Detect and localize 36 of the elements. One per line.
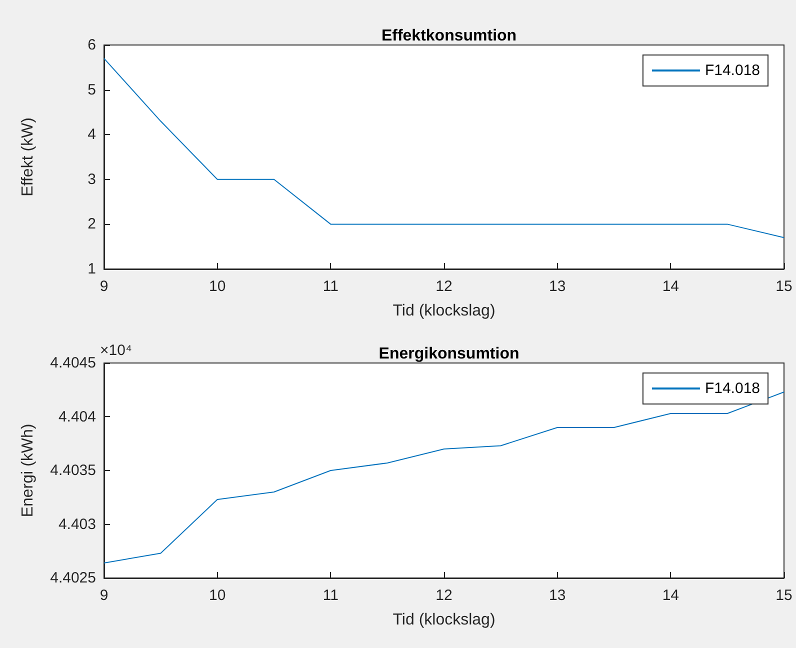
x-axis-title: Tid (klockslag) [392,302,496,320]
y-tick-label: 3 [88,170,96,188]
x-tick-label: 13 [548,278,566,295]
x-tick-label: 15 [776,587,792,604]
y-tick-label: 4.403 [58,516,96,533]
chart-title: Effektkonsumtion [381,28,517,44]
x-tick-label: 9 [100,278,108,295]
x-tick-label: 13 [548,587,566,604]
x-axis-title: Tid (klockslag) [392,612,496,628]
legend-label: F14.018 [704,62,760,79]
x-tick-label: 12 [436,278,452,295]
x-tick-label: 15 [776,278,792,295]
x-tick-label: 11 [322,278,338,295]
y-tick-label: 4.4045 [50,354,96,372]
legend-label: F14.018 [704,380,760,397]
y-tick-label: 2 [88,216,96,233]
x-tick-label: 10 [208,278,226,295]
x-tick-label: 14 [662,278,680,295]
y-axis-title: Effekt (kW) [20,118,36,196]
y-axis-title: Energi (kWh) [20,424,36,518]
x-tick-label: 14 [662,587,680,604]
y-tick-label: 1 [88,260,96,278]
line-series [104,392,784,564]
x-tick-label: 9 [100,587,108,604]
y-tick-label: 4.4025 [50,570,96,586]
text: ×10⁴ [100,342,132,359]
y-tick-label: 4 [88,126,96,144]
y-tick-label: 4.404 [58,408,96,426]
y-tick-label: 4.4035 [50,462,96,479]
x-tick-label: 10 [208,587,226,604]
y-tick-label: 6 [88,36,96,54]
x-tick-label: 12 [436,587,452,604]
x-tick-label: 11 [322,587,338,604]
line-series [104,58,784,238]
chart-title: Energikonsumtion [378,346,520,362]
y-tick-label: 5 [88,81,96,98]
